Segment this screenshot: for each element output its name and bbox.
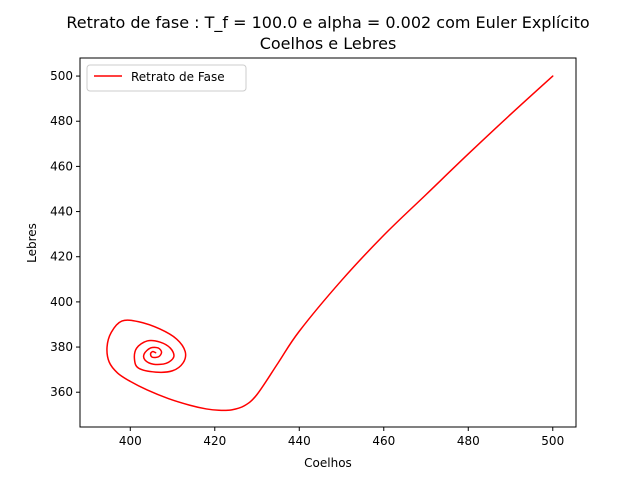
series-line-retrato-de-fase bbox=[106, 75, 554, 412]
y-tick-label: 440 bbox=[50, 205, 73, 219]
x-tick-label: 440 bbox=[288, 434, 311, 448]
y-tick-label: 500 bbox=[50, 69, 73, 83]
y-tick-label: 420 bbox=[50, 250, 73, 264]
legend-label-retrato-de-fase: Retrato de Fase bbox=[131, 70, 225, 84]
x-tick-label: 500 bbox=[541, 434, 564, 448]
chart-subtitle: Coelhos e Lebres bbox=[260, 34, 397, 53]
x-tick-label: 460 bbox=[372, 434, 395, 448]
y-axis-ticks: 360 380 400 420 440 460 480 500 bbox=[50, 69, 80, 399]
y-tick-label: 480 bbox=[50, 114, 73, 128]
legend-box bbox=[86, 64, 247, 92]
y-tick-label: 460 bbox=[50, 159, 73, 173]
x-tick-label: 400 bbox=[119, 434, 142, 448]
x-tick-label: 480 bbox=[457, 434, 480, 448]
plot-area bbox=[80, 58, 576, 427]
plot-frame bbox=[79, 57, 577, 428]
y-tick-label: 380 bbox=[50, 340, 73, 354]
legend: Retrato de Fase bbox=[86, 64, 247, 92]
y-tick-label: 400 bbox=[50, 295, 73, 309]
x-tick-label: 420 bbox=[203, 434, 226, 448]
y-axis-label: Lebres bbox=[25, 223, 39, 263]
y-tick-label: 360 bbox=[50, 385, 73, 399]
x-axis-label: Coelhos bbox=[304, 456, 352, 470]
x-axis-ticks: 400 420 440 460 480 500 bbox=[119, 427, 564, 448]
chart-title: Retrato de fase : T_f = 100.0 e alpha = … bbox=[66, 13, 589, 33]
